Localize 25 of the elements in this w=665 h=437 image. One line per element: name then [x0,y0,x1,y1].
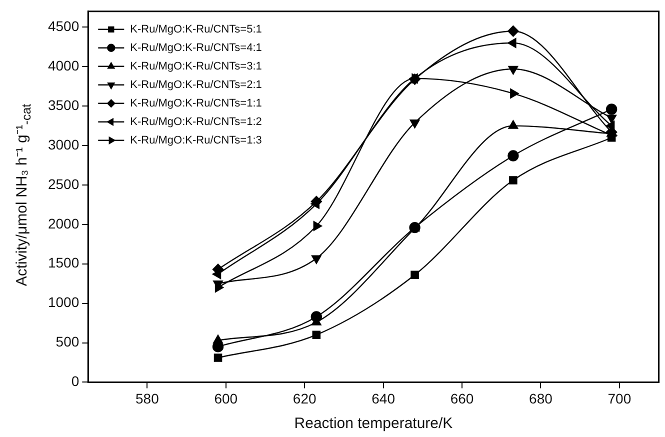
y-tick-label: 2000 [48,215,80,232]
legend-label: K-Ru/MgO:K-Ru/CNTs=2:1 [130,78,262,91]
x-tick-label: 680 [529,390,553,406]
y-tick-label: 0 [71,373,80,390]
x-tick-label: 600 [214,390,238,406]
y-tick-label: 1500 [48,254,80,271]
legend-label: K-Ru/MgO:K-Ru/CNTs=1:2 [130,116,262,128]
legend-label: K-Ru/MgO:K-Ru/CNTs=1:1 [130,97,262,110]
x-tick-label: 620 [292,390,316,406]
y-tick-label: 4000 [48,57,80,74]
y-tick-label: 2500 [48,176,80,192]
y-tick-label: 4500 [48,18,80,34]
x-tick-label: 660 [450,390,474,406]
legend-label: K-Ru/MgO:K-Ru/CNTs=1:3 [130,134,262,146]
x-axis-title: Reaction temperature/K [294,415,453,432]
legend-label: K-Ru/MgO:K-Ru/CNTs=4:1 [130,42,262,54]
y-tick-label: 500 [56,334,80,350]
y-tick-label: 3500 [48,96,80,113]
y-tick-label: 3000 [48,136,80,152]
x-tick-label: 700 [608,390,632,406]
y-tick-label: 1000 [48,294,80,310]
x-tick-label: 580 [136,390,160,406]
legend-label: K-Ru/MgO:K-Ru/CNTs=5:1 [130,23,262,36]
x-tick-label: 640 [372,390,396,406]
legend-label: K-Ru/MgO:K-Ru/CNTs=3:1 [130,60,262,72]
